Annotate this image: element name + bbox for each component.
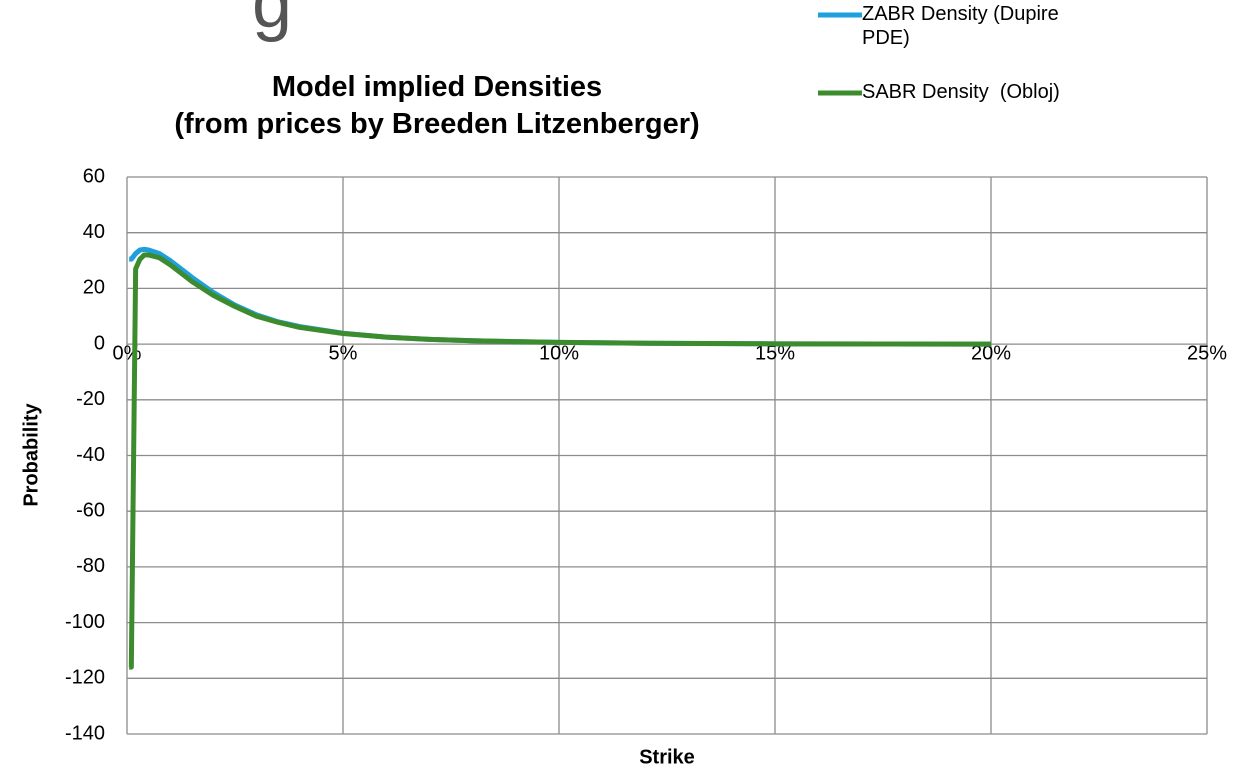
x-tick-label: 15% xyxy=(755,342,795,364)
series-line xyxy=(128,246,992,347)
legend-label: ZABR Density (Dupire PDE) xyxy=(862,3,1065,49)
y-tick-label: 60 xyxy=(83,165,105,187)
legend-entry: SABR Density (Obloj) xyxy=(862,81,1060,103)
y-tick-label: -60 xyxy=(76,499,105,521)
y-tick-label: 20 xyxy=(83,277,105,299)
legend-entry: ZABR Density (Dupire PDE) xyxy=(862,3,1065,49)
series-line xyxy=(128,252,992,670)
x-tick-label: 10% xyxy=(539,342,579,364)
slide-title-fragment: g xyxy=(252,0,292,43)
x-tick-label: 25% xyxy=(1187,342,1227,364)
y-axis-label: Probability xyxy=(20,402,42,506)
chart-title: Model implied Densities (from prices by B… xyxy=(174,71,699,140)
y-tick-label: -140 xyxy=(65,722,105,744)
y-tick-label: -120 xyxy=(65,667,105,689)
x-tick-label: 20% xyxy=(971,342,1011,364)
y-tick-label: -80 xyxy=(76,555,105,577)
legend-label: SABR Density (Obloj) xyxy=(862,81,1060,103)
x-axis-label: Strike xyxy=(639,746,695,768)
x-tick-label: 5% xyxy=(329,342,358,364)
y-tick-label: -20 xyxy=(76,388,105,410)
y-tick-label: -100 xyxy=(65,611,105,633)
y-tick-label: 40 xyxy=(83,221,105,243)
y-tick-label: 0 xyxy=(94,332,105,354)
y-tick-label: -40 xyxy=(76,444,105,466)
